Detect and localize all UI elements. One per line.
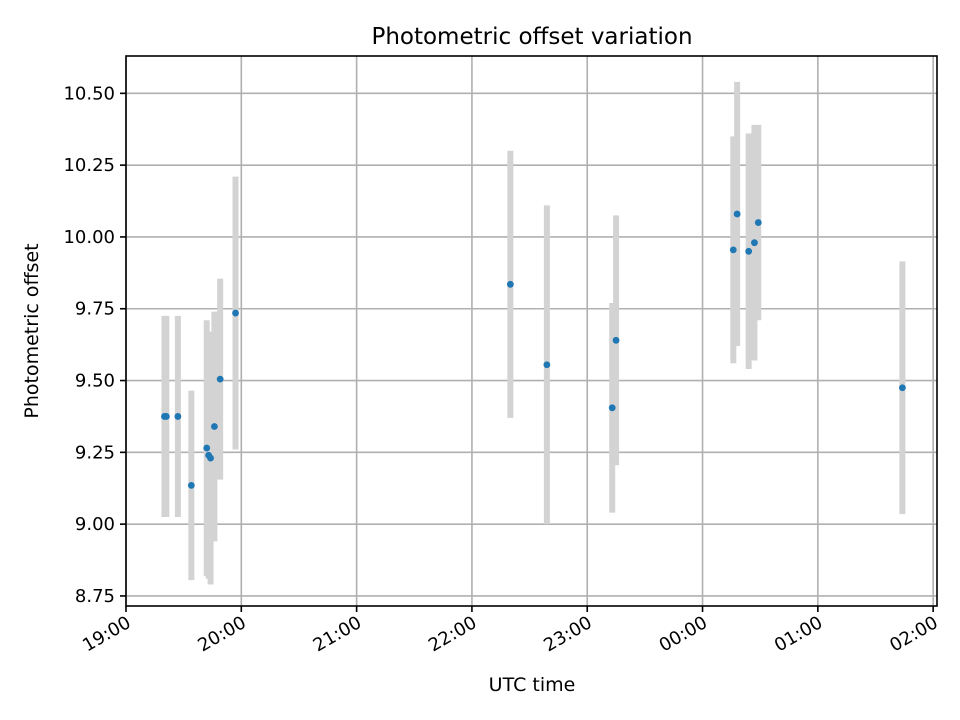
data-point [745, 247, 753, 255]
data-point [733, 210, 741, 218]
data-point [203, 444, 211, 452]
data-point [162, 413, 170, 420]
data-points [161, 210, 906, 489]
grid-lines [125, 56, 937, 606]
y-tick-label: 10.00 [63, 227, 115, 248]
data-point [211, 423, 218, 430]
x-tick-label: 22:00 [425, 612, 480, 656]
data-point [899, 384, 906, 392]
x-tick-label: 19:00 [79, 612, 134, 656]
x-tick-label: 21:00 [310, 612, 365, 656]
plot-frame [125, 55, 938, 607]
data-point [612, 336, 620, 344]
y-axis-label: Photometric offset [21, 243, 43, 418]
x-tick-label: 23:00 [540, 612, 595, 656]
y-axis-ticks: 8.75 9.00 9.25 9.50 9.75 10.00 10.25 10.50 [63, 83, 126, 607]
data-point [729, 246, 737, 254]
data-point [216, 375, 224, 383]
y-tick-label: 9.50 [75, 371, 115, 392]
y-tick-label: 10.50 [63, 83, 115, 104]
data-point [187, 481, 195, 489]
x-axis-label: UTC time [489, 674, 576, 696]
data-point [174, 413, 182, 420]
y-tick-label: 9.75 [75, 299, 115, 320]
x-tick-label: 02:00 [886, 612, 941, 656]
data-point [751, 239, 758, 247]
x-axis-ticks: 19:00 20:00 21:00 22:00 23:00 00:00 01:00 02:00 [79, 606, 942, 656]
y-tick-label: 8.75 [75, 586, 115, 607]
y-tick-label: 9.00 [75, 514, 115, 535]
y-tick-label: 10.25 [63, 155, 115, 176]
data-point [754, 219, 762, 226]
y-tick-label: 9.25 [75, 442, 115, 463]
x-tick-label: 01:00 [771, 612, 826, 656]
data-point [543, 361, 551, 369]
x-tick-label: 00:00 [656, 612, 711, 656]
data-point [232, 309, 239, 317]
data-point [608, 404, 616, 412]
data-point [207, 454, 214, 462]
data-point [506, 280, 514, 288]
chart-title: Photometric offset variation [371, 24, 692, 50]
x-tick-label: 20:00 [194, 612, 249, 656]
error-bars [161, 81, 906, 585]
